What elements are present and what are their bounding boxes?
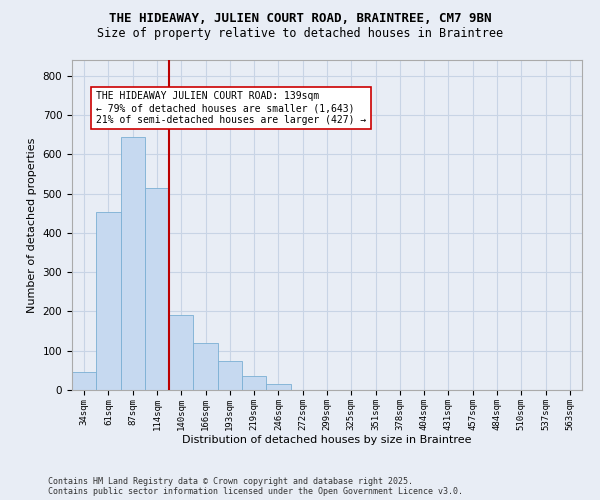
Bar	[145, 188, 169, 390]
Bar	[218, 360, 242, 390]
Bar	[72, 372, 96, 390]
Bar	[96, 212, 121, 390]
Text: Size of property relative to detached houses in Braintree: Size of property relative to detached ho…	[97, 28, 503, 40]
Text: Contains HM Land Registry data © Crown copyright and database right 2025.
Contai: Contains HM Land Registry data © Crown c…	[48, 476, 463, 496]
Bar	[242, 376, 266, 390]
Text: THE HIDEAWAY, JULIEN COURT ROAD, BRAINTREE, CM7 9BN: THE HIDEAWAY, JULIEN COURT ROAD, BRAINTR…	[109, 12, 491, 26]
Bar	[266, 384, 290, 390]
Y-axis label: Number of detached properties: Number of detached properties	[27, 138, 37, 312]
Bar	[169, 316, 193, 390]
Text: THE HIDEAWAY JULIEN COURT ROAD: 139sqm
← 79% of detached houses are smaller (1,6: THE HIDEAWAY JULIEN COURT ROAD: 139sqm ←…	[96, 92, 367, 124]
Bar	[193, 343, 218, 390]
Bar	[121, 136, 145, 390]
X-axis label: Distribution of detached houses by size in Braintree: Distribution of detached houses by size …	[182, 436, 472, 446]
